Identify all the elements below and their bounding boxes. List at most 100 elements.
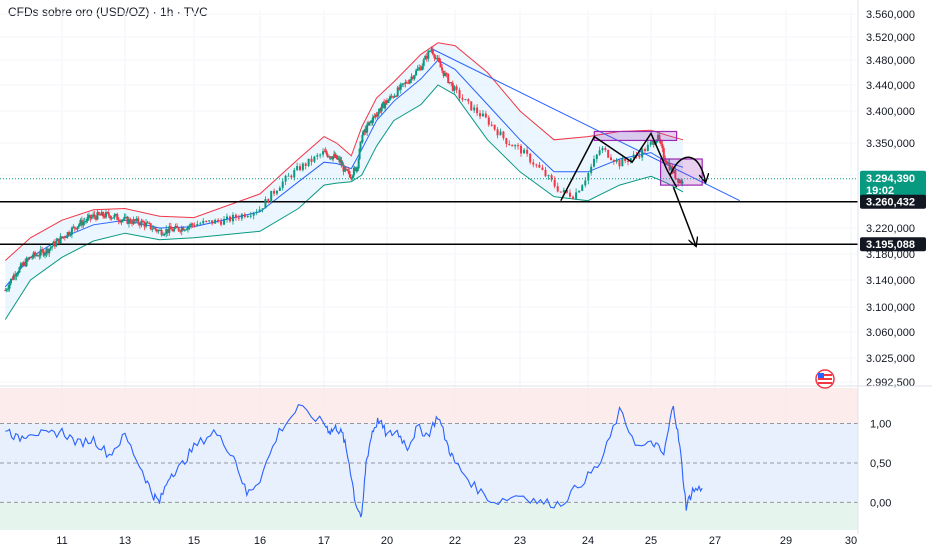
candle-body xyxy=(425,55,428,59)
candle-body xyxy=(371,117,374,123)
candle-body xyxy=(493,124,496,130)
candle-body xyxy=(441,67,444,71)
candle-body xyxy=(58,238,61,244)
candle-body xyxy=(62,236,65,238)
candle-body xyxy=(678,180,681,183)
candle-body xyxy=(322,151,325,155)
candle-body xyxy=(159,229,162,231)
candle-body xyxy=(75,228,78,230)
y-tick-label: 3.440,000 xyxy=(866,80,915,92)
y-tick-label: 3.140,000 xyxy=(866,275,915,287)
current-price-tag xyxy=(860,170,926,199)
candle-body xyxy=(664,158,667,162)
candle-body xyxy=(607,149,610,158)
y-tick-label: 3.560,000 xyxy=(866,9,915,21)
candle-body xyxy=(422,59,425,66)
x-tick-label: 22 xyxy=(449,535,461,547)
candle-body xyxy=(174,225,177,229)
candle-body xyxy=(228,216,231,222)
candle-body xyxy=(629,158,632,162)
candle-body xyxy=(431,49,434,55)
candle-body xyxy=(392,96,395,98)
candle-body xyxy=(99,214,102,216)
candle-body xyxy=(190,223,193,226)
candle-body xyxy=(332,156,335,160)
candle-body xyxy=(208,220,211,222)
candle-body xyxy=(61,236,63,238)
candle-body xyxy=(450,82,453,84)
candle-body xyxy=(357,159,360,169)
candle-body xyxy=(325,151,328,154)
y-tick-label: 3.220,000 xyxy=(866,223,915,235)
candle-body xyxy=(404,82,407,84)
candle-body xyxy=(152,227,155,229)
candle-body xyxy=(662,148,665,159)
candle-body xyxy=(273,190,276,194)
candle-body xyxy=(109,215,112,219)
candle-body xyxy=(587,172,590,181)
candle-body xyxy=(73,226,76,229)
x-tick-label: 25 xyxy=(645,535,657,547)
candle-body xyxy=(163,233,166,235)
candle-body xyxy=(470,101,473,111)
candle-body xyxy=(568,192,571,197)
candle-body xyxy=(559,191,562,193)
candle-body xyxy=(169,226,172,230)
candle-body xyxy=(11,278,14,280)
candle-body xyxy=(624,158,627,161)
candle-body xyxy=(523,149,526,154)
candle-body xyxy=(405,82,408,84)
candle-body xyxy=(26,258,29,260)
candle-body xyxy=(290,175,293,178)
candle-body xyxy=(278,187,281,191)
candle-body xyxy=(155,229,158,232)
candle-body xyxy=(18,267,21,273)
candle-body xyxy=(51,246,54,248)
candle-body xyxy=(121,219,124,221)
x-tick-label: 16 xyxy=(254,535,266,547)
candle-body xyxy=(641,149,644,158)
candle-body xyxy=(5,289,8,291)
candle-body xyxy=(433,54,436,59)
candle-body xyxy=(386,100,388,103)
x-tick-label: 20 xyxy=(381,535,393,547)
candle-body xyxy=(246,216,249,218)
candle-body xyxy=(293,170,296,178)
candle-body xyxy=(87,214,90,218)
candle-body xyxy=(408,79,411,84)
candle-body xyxy=(387,99,390,103)
y-tick-label: 2.992,500 xyxy=(866,377,915,389)
candle-body xyxy=(421,65,424,71)
candle-body xyxy=(604,148,607,150)
candle-body xyxy=(367,124,370,126)
candle-body xyxy=(326,153,329,157)
osc-y-tick-label: 1,00 xyxy=(870,419,891,431)
candle-body xyxy=(658,134,661,141)
candle-body xyxy=(138,223,141,226)
candle-body xyxy=(36,255,39,257)
flag-stripe xyxy=(818,374,832,376)
candle-body xyxy=(672,170,675,173)
candle-body xyxy=(361,134,364,143)
x-tick-label: 11 xyxy=(56,535,67,547)
candle-body xyxy=(240,214,243,219)
candle-body xyxy=(384,103,387,109)
candle-body xyxy=(182,227,185,231)
candle-body xyxy=(458,89,461,98)
candle-body xyxy=(92,214,95,217)
candle-body xyxy=(162,234,165,236)
candle-body xyxy=(562,189,565,193)
candle-body xyxy=(680,180,683,184)
candle-body xyxy=(45,248,48,254)
candle-body xyxy=(65,237,68,239)
y-tick-label: 3.100,000 xyxy=(866,302,915,314)
candle-body xyxy=(416,68,419,71)
candle-body xyxy=(313,156,316,162)
candle-body xyxy=(126,216,129,224)
candle-body xyxy=(375,114,378,116)
candle-body xyxy=(38,255,41,257)
oscillator-pane xyxy=(0,388,858,530)
flag-stripe xyxy=(818,378,832,380)
candle-body xyxy=(168,226,171,233)
